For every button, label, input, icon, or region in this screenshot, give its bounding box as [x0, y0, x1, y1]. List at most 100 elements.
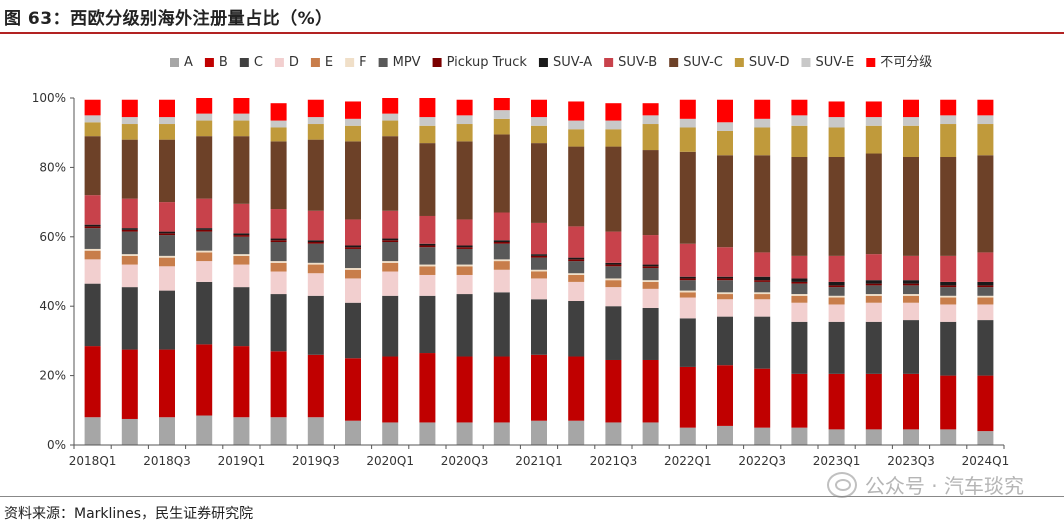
- bar-segment: [828, 297, 845, 305]
- legend-swatch: [239, 58, 249, 67]
- legend-label: MPV: [393, 55, 421, 70]
- bar-segment: [345, 245, 361, 248]
- bar-segment: [419, 295, 436, 354]
- bar-segment: [121, 139, 138, 199]
- bar-segment: [84, 228, 101, 249]
- legend-swatch: [538, 58, 548, 67]
- bar-segment: [903, 117, 919, 126]
- bar-segment: [84, 226, 101, 229]
- bar-segment: [679, 427, 696, 445]
- bar-segment: [307, 243, 324, 263]
- bar-segment: [940, 304, 957, 322]
- legend-swatch: [274, 58, 284, 67]
- bar-segment: [605, 264, 622, 267]
- bar-segment: [307, 417, 324, 445]
- bar-segment: [717, 425, 733, 445]
- bar-segment: [493, 422, 510, 445]
- bar-segment: [605, 129, 622, 147]
- bar-segment: [605, 278, 622, 281]
- bar-segment: [903, 156, 919, 256]
- bar-segment: [679, 278, 696, 281]
- bar-segment: [493, 261, 510, 270]
- bar-segment: [307, 242, 324, 244]
- bar-segment: [903, 429, 919, 445]
- bar-segment: [642, 264, 659, 267]
- bar-segment: [233, 136, 250, 204]
- bar-segment: [642, 280, 659, 282]
- bar-segment: [531, 299, 547, 355]
- bar-segment: [121, 99, 138, 118]
- bar-segment: [159, 233, 175, 236]
- bar-segment: [679, 243, 696, 277]
- source-divider: [0, 496, 1064, 497]
- bar-segment: [456, 247, 473, 249]
- bar-segment: [903, 373, 919, 430]
- bar-segment: [456, 245, 473, 248]
- bar-segment: [642, 288, 659, 308]
- bar-segment: [307, 295, 324, 355]
- bar-segment: [791, 156, 808, 256]
- bar-segment: [121, 198, 138, 229]
- bar-segment: [196, 198, 213, 229]
- bar-segment: [419, 422, 436, 445]
- legend-label: SUV-A: [553, 55, 592, 70]
- bar-segment: [977, 281, 994, 286]
- bar-segment: [159, 257, 175, 267]
- bar-segment: [568, 257, 585, 260]
- bar-segment: [307, 99, 324, 118]
- bar-segment: [382, 210, 399, 239]
- bar-segment: [493, 118, 510, 135]
- bar-segment: [828, 429, 845, 445]
- x-tick-label: 2023Q1: [813, 454, 861, 468]
- bar-segment: [159, 235, 175, 256]
- bar-segment: [568, 146, 585, 227]
- legend-label: SUV-E: [815, 55, 854, 70]
- legend-label: A: [184, 55, 193, 70]
- bar-segment: [977, 297, 994, 305]
- bar-segment: [382, 113, 399, 121]
- bar-segment: [717, 130, 733, 156]
- bar-segment: [717, 292, 733, 295]
- bar-segment: [345, 219, 361, 246]
- bar-segment: [679, 290, 696, 293]
- bar-segment: [419, 274, 436, 296]
- bar-segment: [717, 276, 733, 279]
- bar-segment: [382, 240, 399, 243]
- bar-stack: [828, 101, 845, 445]
- bar-segment: [940, 99, 957, 116]
- bar-segment: [345, 141, 361, 220]
- chart-legend: A B C D E F MPV Pickup Truck SUV-A SUV-B SUV-C SUV-…: [170, 55, 932, 70]
- bar-segment: [270, 271, 287, 295]
- bar-stack: [270, 103, 287, 445]
- bar-segment: [828, 281, 845, 286]
- bar-segment: [382, 261, 399, 263]
- bar-segment: [84, 248, 101, 251]
- bar-segment: [84, 283, 101, 347]
- bar-segment: [233, 264, 250, 288]
- bar-segment: [345, 118, 361, 126]
- bar-segment: [791, 281, 808, 284]
- bar-segment: [531, 125, 547, 144]
- bar-segment: [977, 285, 994, 288]
- bar-segment: [382, 242, 399, 262]
- legend-swatch: [866, 58, 876, 67]
- bar-segment: [568, 259, 585, 262]
- bar-segment: [270, 261, 287, 263]
- bar-segment: [419, 117, 436, 126]
- bar-segment: [642, 150, 659, 236]
- bar-segment: [679, 276, 696, 279]
- bar-segment: [642, 103, 659, 116]
- bar-segment: [977, 115, 994, 125]
- bar-segment: [159, 99, 175, 118]
- bar-segment: [307, 240, 324, 243]
- bar-segment: [828, 373, 845, 430]
- legend-swatch: [734, 58, 744, 67]
- y-tick-label: 40%: [39, 299, 66, 313]
- bar-segment: [196, 281, 213, 345]
- bar-segment: [307, 124, 324, 140]
- bar-segment: [679, 99, 696, 119]
- bar-segment: [159, 349, 175, 418]
- legend-swatch: [170, 58, 179, 67]
- bar-segment: [382, 271, 399, 296]
- bar-segment: [791, 427, 808, 445]
